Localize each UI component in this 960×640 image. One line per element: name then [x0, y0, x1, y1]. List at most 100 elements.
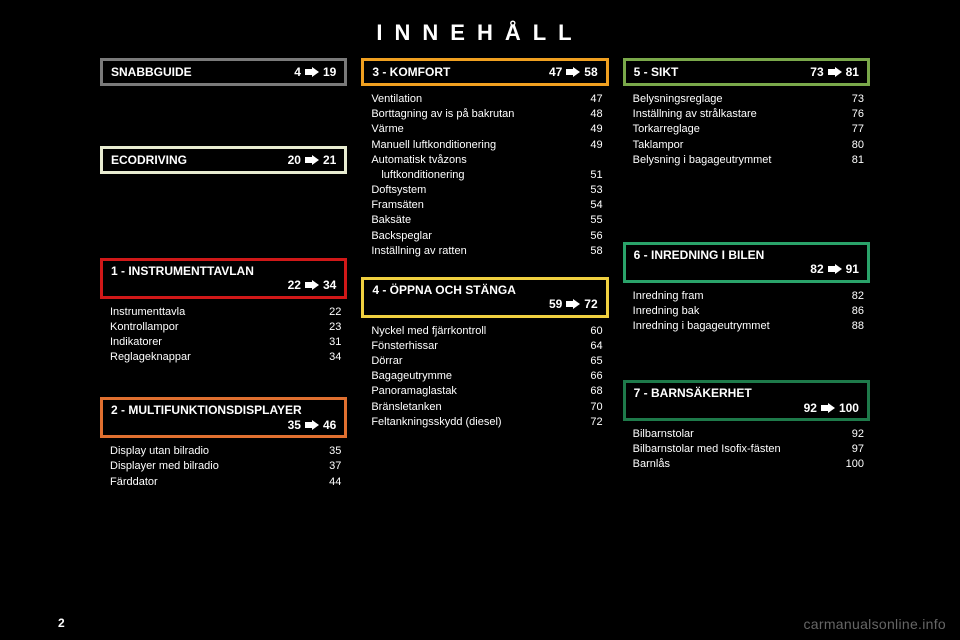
toc-item-name: Nyckel med fjärrkontroll [371, 324, 496, 339]
section-range: 4758 [549, 65, 598, 79]
toc-item-name: Barnlås [633, 457, 680, 472]
section-label: SNABBGUIDE [111, 65, 192, 79]
section-label: 5 - SIKT [634, 65, 679, 79]
toc-item: Backspeglar56 [371, 229, 602, 244]
toc-item-name: Display utan bilradio [110, 444, 219, 459]
section-header-barn: 7 - BARNSÄKERHET92100 [623, 380, 870, 421]
section-barn: 7 - BARNSÄKERHET92100Bilbarnstolar92Bilb… [623, 380, 870, 476]
section-label: 3 - KOMFORT [372, 65, 450, 79]
toc-item-name: Borttagning av is på bakrutan [371, 107, 524, 122]
toc-item-page [579, 153, 603, 168]
toc-item-page: 37 [317, 459, 341, 474]
toc-item: Bränsletanken 70 [371, 400, 602, 415]
toc-item-name: Inställning av strålkastare [633, 107, 767, 122]
section-label: 2 - MULTIFUNKTIONSDISPLAYER [111, 403, 302, 417]
toc-item-page: 34 [317, 350, 341, 365]
toc-item: Indikatorer31 [110, 335, 341, 350]
toc-item-name: Dörrar [371, 354, 412, 369]
toc-item-page: 86 [840, 304, 864, 319]
toc-item: Färddator44 [110, 475, 341, 490]
toc-item-page: 76 [840, 107, 864, 122]
toc-item-page: 100 [840, 457, 864, 472]
section-label: 7 - BARNSÄKERHET [634, 386, 752, 400]
section-range: 8291 [634, 262, 859, 276]
section-label: 1 - INSTRUMENTTAVLAN [111, 264, 254, 278]
toc-item: Doftsystem53 [371, 183, 602, 198]
toc-item: Inredning i bagageutrymmet 88 [633, 319, 864, 334]
toc-item: Bilbarnstolar med Isofix-fästen 97 [633, 442, 864, 457]
toc-item-page: 60 [579, 324, 603, 339]
toc-item-name: Bilbarnstolar [633, 427, 704, 442]
toc-item-name: Baksäte [371, 213, 421, 228]
section-sikt: 5 - SIKT7381Belysningsreglage73Inställni… [623, 58, 870, 172]
toc-item-page: 31 [317, 335, 341, 350]
toc-item-name: Bagageutrymme [371, 369, 462, 384]
toc-item-name: Reglageknappar [110, 350, 201, 365]
toc-item-name: Taklampor [633, 138, 694, 153]
section-range: 5972 [372, 297, 597, 311]
section-range: 2021 [288, 153, 337, 167]
toc-item-name: Manuell luftkonditionering [371, 138, 506, 153]
section-header-komfort: 3 - KOMFORT 4758 [361, 58, 608, 86]
toc-item: Inställning av ratten58 [371, 244, 602, 259]
spacer [100, 379, 347, 397]
toc-item-name: Bränsletanken [371, 400, 451, 415]
toc-item: Baksäte 55 [371, 213, 602, 228]
range-arrow-icon [828, 67, 842, 77]
section-multifunk: 2 - MULTIFUNKTIONSDISPLAYER3546Display u… [100, 397, 347, 493]
section-items: Ventilation47Borttagning av is på bakrut… [361, 86, 608, 263]
spacer [100, 184, 347, 258]
toc-item: Värme49 [371, 122, 602, 137]
toc-item: Automatisk tvåzons [371, 153, 602, 168]
toc-item: Reglageknappar 34 [110, 350, 341, 365]
section-header-ecodriving: ECODRIVING 2021 [100, 146, 347, 174]
range-arrow-icon [566, 67, 580, 77]
toc-item: Kontrollampor23 [110, 320, 341, 335]
toc-item: Fönsterhissar64 [371, 339, 602, 354]
toc-item: Belysningsreglage 73 [633, 92, 864, 107]
toc-item-page: 80 [840, 138, 864, 153]
toc-item-name: Bilbarnstolar med Isofix-fästen [633, 442, 791, 457]
page-number: 2 [58, 616, 65, 630]
section-header-oppna: 4 - ÖPPNA OCH STÄNGA5972 [361, 277, 608, 318]
toc-item-name: Belysningsreglage [633, 92, 733, 107]
toc-item: luftkonditionering51 [371, 168, 602, 183]
section-range: 92100 [634, 401, 859, 415]
toc-item-page: 68 [579, 384, 603, 399]
toc-item-page: 70 [579, 400, 603, 415]
toc-item: Panoramaglastak68 [371, 384, 602, 399]
toc-item-page: 55 [579, 213, 603, 228]
section-label: 4 - ÖPPNA OCH STÄNGA [372, 283, 516, 297]
toc-item: Dörrar65 [371, 354, 602, 369]
toc-item-page: 72 [579, 415, 603, 430]
section-items: Belysningsreglage 73 Inställning av strålk… [623, 86, 870, 172]
section-inredning: 6 - INREDNING I BILEN8291 Inredning fram 8… [623, 242, 870, 338]
toc-item-page: 97 [840, 442, 864, 457]
column-1: SNABBGUIDE 419 ECODRIVING 2021 1 - INSTRUMEN… [100, 58, 347, 504]
spacer [100, 96, 347, 146]
column-3: 5 - SIKT7381Belysningsreglage73Inställni… [623, 58, 870, 504]
section-ecodriving: ECODRIVING 2021 [100, 146, 347, 174]
section-items: Bilbarnstolar92Bilbarnstolar med Isofix-… [623, 421, 870, 477]
toc-item-name: Instrumenttavla [110, 305, 195, 320]
toc-item: Framsäten54 [371, 198, 602, 213]
toc-item-name: Framsäten [371, 198, 434, 213]
toc-item: Nyckel med fjärrkontroll 60 [371, 324, 602, 339]
toc-item-page: 53 [579, 183, 603, 198]
toc-item: Borttagning av is på bakrutan 48 [371, 107, 602, 122]
toc-item-page: 88 [840, 319, 864, 334]
section-label: 6 - INREDNING I BILEN [634, 248, 765, 262]
toc-item-name: luftkonditionering [381, 168, 474, 183]
toc-item-page: 48 [579, 107, 603, 122]
toc-item-page: 73 [840, 92, 864, 107]
range-arrow-icon [566, 299, 580, 309]
toc-item-name: Backspeglar [371, 229, 442, 244]
section-label: ECODRIVING [111, 153, 187, 167]
toc-item-name: Inredning bak [633, 304, 710, 319]
toc-item: Bagageutrymme 66 [371, 369, 602, 384]
toc-item-page: 66 [579, 369, 603, 384]
range-arrow-icon [305, 280, 319, 290]
toc-item-name: Inredning fram [633, 289, 714, 304]
section-range: 419 [294, 65, 336, 79]
toc-item-name: Inredning i bagageutrymmet [633, 319, 780, 334]
